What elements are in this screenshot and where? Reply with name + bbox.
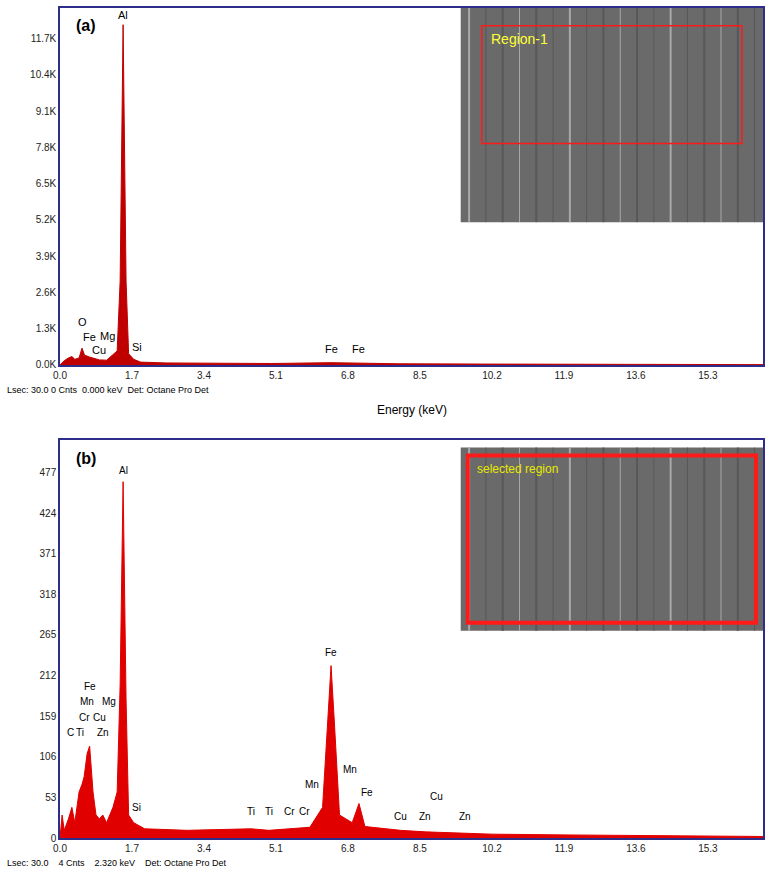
svg-text:318: 318 [40, 589, 57, 600]
svg-text:Mg: Mg [102, 696, 116, 707]
svg-text:106: 106 [40, 751, 57, 762]
svg-text:212: 212 [40, 670, 57, 681]
svg-text:15.3: 15.3 [698, 843, 718, 854]
svg-text:Fe: Fe [83, 331, 96, 343]
svg-text:5.1: 5.1 [269, 843, 283, 854]
svg-text:10.2: 10.2 [482, 843, 502, 854]
svg-text:Ti: Ti [265, 806, 273, 817]
svg-text:3.4: 3.4 [197, 843, 211, 854]
svg-text:1.3K: 1.3K [36, 323, 57, 334]
svg-text:Lsec: 30.0 0 Cnts 0.000 keV: Lsec: 30.0 0 Cnts 0.000 keV Det: Octane … [7, 385, 209, 395]
svg-text:7.8K: 7.8K [36, 142, 57, 153]
svg-text:6.5K: 6.5K [36, 178, 57, 189]
svg-text:15.3: 15.3 [698, 370, 718, 381]
svg-text:11.7K: 11.7K [31, 33, 57, 44]
svg-text:Cu: Cu [93, 712, 106, 723]
svg-text:Zn: Zn [97, 727, 109, 738]
svg-text:Mn: Mn [80, 696, 94, 707]
svg-text:9.1K: 9.1K [36, 106, 57, 117]
svg-text:Cr: Cr [299, 806, 310, 817]
svg-text:53: 53 [45, 792, 57, 803]
svg-text:2.6K: 2.6K [36, 287, 57, 298]
svg-text:Ti: Ti [76, 727, 84, 738]
svg-text:159: 159 [40, 711, 57, 722]
svg-text:Fe: Fe [325, 343, 338, 355]
svg-text:11.9: 11.9 [555, 843, 574, 854]
svg-text:5.2K: 5.2K [36, 214, 57, 225]
svg-text:Cr: Cr [284, 806, 295, 817]
svg-text:Cr: Cr [79, 712, 90, 723]
svg-text:424: 424 [40, 508, 57, 519]
svg-text:Region-1: Region-1 [491, 31, 548, 47]
svg-text:Cu: Cu [92, 344, 106, 356]
svg-text:Cu: Cu [394, 811, 407, 822]
svg-text:6.8: 6.8 [341, 370, 355, 381]
svg-text:8.5: 8.5 [413, 370, 427, 381]
svg-text:265: 265 [40, 629, 57, 640]
svg-text:Lsec: 30.0 4 Cnts 2.320: Lsec: 30.0 4 Cnts 2.320 keV Det: Octane … [7, 858, 227, 868]
svg-text:1.7: 1.7 [125, 370, 139, 381]
svg-text:0.0K: 0.0K [36, 359, 57, 370]
svg-text:477: 477 [40, 467, 57, 478]
svg-text:Mn: Mn [305, 779, 319, 790]
svg-text:8.5: 8.5 [413, 843, 427, 854]
svg-text:1.7: 1.7 [125, 843, 139, 854]
svg-text:(b): (b) [76, 450, 96, 467]
svg-text:Si: Si [132, 802, 141, 813]
svg-text:0: 0 [51, 833, 57, 844]
svg-text:10.2: 10.2 [482, 370, 502, 381]
svg-text:6.8: 6.8 [341, 843, 355, 854]
svg-text:(a): (a) [76, 17, 96, 34]
svg-text:Zn: Zn [459, 811, 471, 822]
svg-text:Al: Al [119, 465, 128, 476]
svg-text:Fe: Fe [352, 343, 365, 355]
svg-text:O: O [78, 316, 87, 328]
svg-text:10.4K: 10.4K [30, 69, 56, 80]
svg-text:Ti: Ti [247, 806, 255, 817]
svg-text:5.1: 5.1 [269, 370, 283, 381]
svg-text:Mn: Mn [343, 764, 357, 775]
svg-text:0.0: 0.0 [53, 370, 67, 381]
svg-text:Energy (keV): Energy (keV) [377, 403, 447, 417]
svg-text:Zn: Zn [419, 811, 431, 822]
svg-text:13.6: 13.6 [626, 370, 646, 381]
svg-text:C: C [67, 727, 74, 738]
svg-text:Cu: Cu [430, 791, 443, 802]
svg-text:11.9: 11.9 [555, 370, 574, 381]
svg-text:Fe: Fe [325, 647, 337, 658]
svg-text:selected region: selected region [477, 462, 558, 476]
svg-text:Mg: Mg [100, 330, 115, 342]
svg-text:Fe: Fe [84, 681, 96, 692]
svg-text:3.4: 3.4 [197, 370, 211, 381]
svg-text:13.6: 13.6 [626, 843, 646, 854]
svg-text:0.0: 0.0 [53, 843, 67, 854]
svg-text:Al: Al [118, 9, 128, 21]
svg-text:Fe: Fe [361, 787, 373, 798]
svg-text:Si: Si [132, 341, 142, 353]
svg-text:371: 371 [40, 548, 57, 559]
svg-text:3.9K: 3.9K [36, 251, 57, 262]
